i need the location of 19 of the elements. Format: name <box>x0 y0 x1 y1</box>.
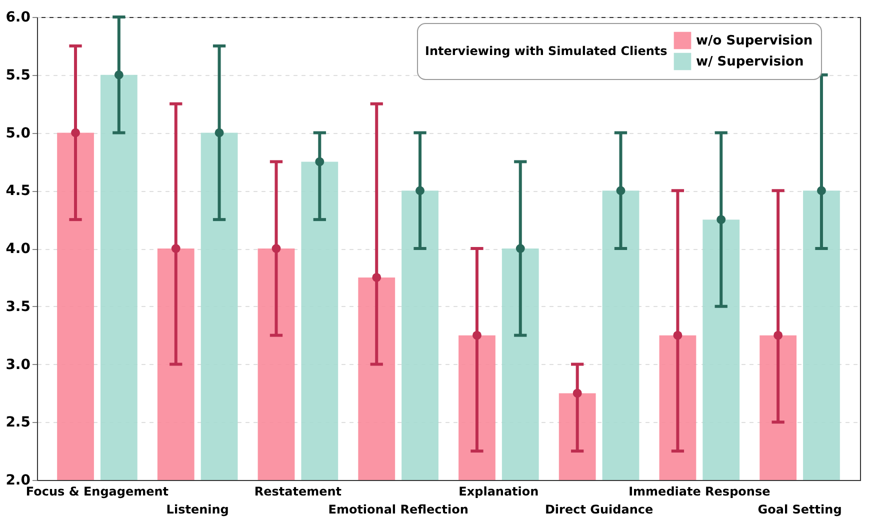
y-tick-label: 4.5 <box>6 183 30 200</box>
y-tick-label: 6.0 <box>6 10 31 26</box>
legend-label: w/ Supervision <box>696 54 804 70</box>
x-tick-label: Immediate Response <box>628 484 770 498</box>
y-tick-label: 3.5 <box>6 298 30 315</box>
legend-label: w/o Supervision <box>696 34 813 48</box>
y-tick-label: 4.0 <box>6 241 31 257</box>
x-tick-label: Restatement <box>254 484 342 498</box>
x-tick-label: Focus & Engagement <box>26 484 169 498</box>
x-tick-label: Goal Setting <box>758 502 842 516</box>
y-tick-label: 5.5 <box>6 67 30 84</box>
x-tick-label: Emotional Reflection <box>328 502 468 516</box>
x-tick-label: Direct Guidance <box>544 502 654 516</box>
x-tick-label: Explanation <box>458 484 539 498</box>
legend-title: Interviewing with Simulated Clients <box>425 44 668 58</box>
x-tick-label: Listening <box>166 502 229 516</box>
y-tick-label: 5.0 <box>6 125 31 142</box>
y-tick-label: 3.0 <box>6 356 31 373</box>
y-tick-label: 2.5 <box>6 414 30 431</box>
